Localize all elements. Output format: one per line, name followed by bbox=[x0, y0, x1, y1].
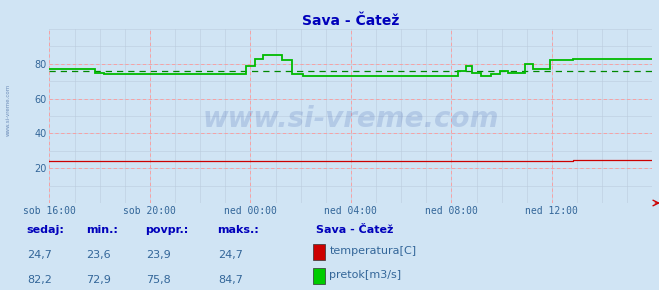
Text: Sava - Čatež: Sava - Čatež bbox=[316, 225, 393, 235]
Text: www.si-vreme.com: www.si-vreme.com bbox=[5, 84, 11, 136]
Text: 75,8: 75,8 bbox=[146, 275, 171, 285]
Text: 82,2: 82,2 bbox=[27, 275, 52, 285]
Text: povpr.:: povpr.: bbox=[145, 225, 188, 235]
Text: 23,9: 23,9 bbox=[146, 250, 171, 260]
Text: sedaj:: sedaj: bbox=[26, 225, 64, 235]
Text: www.si-vreme.com: www.si-vreme.com bbox=[203, 106, 499, 133]
Text: 24,7: 24,7 bbox=[27, 250, 52, 260]
Text: 24,7: 24,7 bbox=[218, 250, 243, 260]
Title: Sava - Čatež: Sava - Čatež bbox=[302, 14, 399, 28]
Text: temperatura[C]: temperatura[C] bbox=[330, 246, 416, 256]
Text: maks.:: maks.: bbox=[217, 225, 259, 235]
Text: 23,6: 23,6 bbox=[86, 250, 111, 260]
Text: min.:: min.: bbox=[86, 225, 117, 235]
Text: pretok[m3/s]: pretok[m3/s] bbox=[330, 270, 401, 280]
Text: 72,9: 72,9 bbox=[86, 275, 111, 285]
Text: 84,7: 84,7 bbox=[218, 275, 243, 285]
